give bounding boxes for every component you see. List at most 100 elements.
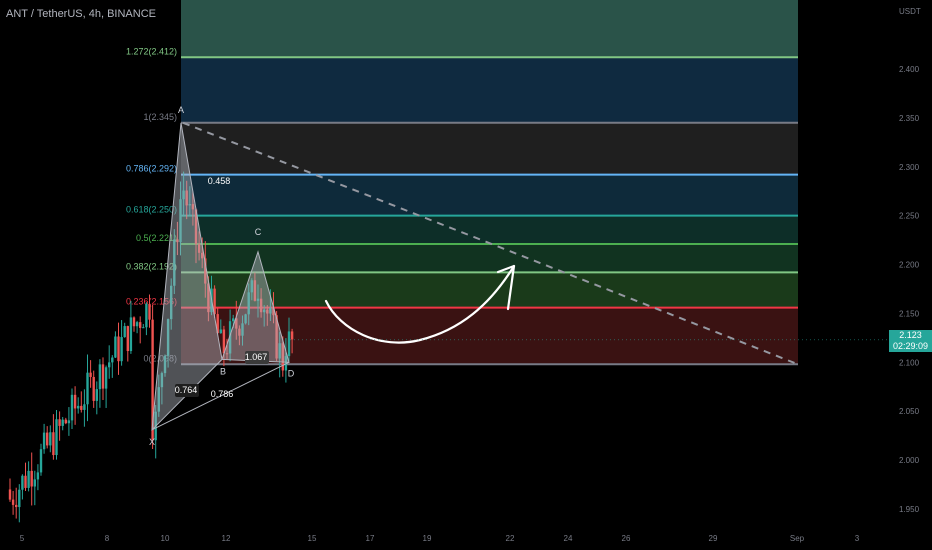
candle-body	[284, 356, 288, 371]
candle-body	[15, 504, 18, 508]
fib-zone	[181, 174, 798, 216]
candle-body	[108, 362, 111, 368]
fib-zone	[181, 272, 798, 308]
fib-zone	[181, 0, 798, 58]
candle-body	[278, 343, 281, 359]
candle-body	[235, 318, 238, 329]
time-tick-label: 10	[161, 534, 170, 543]
time-axis-bg	[0, 526, 887, 550]
fib-level-label: 0.786(2.292)	[126, 164, 177, 174]
fib-level-label: 0(2.098)	[143, 353, 177, 363]
candle-body	[98, 364, 102, 390]
candle-body	[228, 321, 232, 354]
candle-body	[61, 419, 64, 426]
candle-countdown: 02:29:09	[892, 340, 929, 351]
candle-body	[253, 280, 257, 301]
candle-body	[151, 319, 154, 441]
time-tick-label: 3	[855, 534, 860, 543]
pattern-point-label: D	[288, 368, 295, 378]
candle-body	[111, 357, 114, 363]
fib-level-label: 1.272(2.412)	[126, 46, 177, 56]
candle-body	[126, 326, 129, 352]
price-axis-bg	[887, 0, 932, 550]
candle-body	[207, 283, 210, 313]
hand-drawn-arrow-head	[496, 264, 516, 311]
candle-body	[101, 364, 105, 389]
candle-body	[191, 204, 195, 210]
candle-body	[27, 470, 30, 488]
candle-body	[46, 432, 49, 446]
candle-body	[281, 343, 284, 371]
candle-body	[67, 420, 71, 424]
candle-body	[36, 472, 40, 480]
candle-body	[201, 252, 204, 259]
candle-body	[39, 449, 43, 473]
trend-line-dashed	[182, 121, 799, 366]
candle-body	[213, 288, 216, 315]
time-tick-label: 24	[564, 534, 573, 543]
candle-body	[188, 204, 191, 206]
candle-body	[272, 307, 275, 316]
price-tick-label: 2.050	[899, 407, 920, 416]
candle-body	[55, 419, 58, 456]
candle-body	[77, 405, 80, 409]
candle-body	[117, 336, 120, 362]
hand-drawn-arrow	[324, 264, 516, 344]
candle-body	[232, 318, 235, 322]
pattern-ratio-label: 0.458	[208, 176, 231, 186]
time-tick-label: 17	[366, 534, 375, 543]
fib-level-label: 0.618(2.250)	[126, 205, 177, 215]
candle-body	[142, 327, 145, 329]
candle-body	[132, 317, 136, 327]
candle-body	[64, 419, 67, 424]
candle-body	[24, 475, 27, 488]
fib-zone	[181, 244, 798, 273]
candle-body	[80, 405, 83, 410]
fib-level-label: 0.382(2.192)	[126, 261, 177, 271]
candle-body	[30, 470, 33, 487]
pattern-point-label: C	[255, 227, 262, 237]
price-tick-label: 2.200	[899, 261, 920, 270]
time-tick-label: 5	[20, 534, 25, 543]
candle-body	[145, 303, 148, 328]
candle-body	[135, 322, 139, 327]
candle-body	[185, 190, 188, 206]
candle-body	[275, 315, 278, 359]
time-tick-label: 15	[308, 534, 317, 543]
price-tick-label: 2.350	[899, 114, 920, 123]
candle-body	[263, 309, 266, 313]
fib-zone	[181, 122, 798, 175]
candle-body	[8, 489, 12, 500]
ratio-label-bg	[175, 384, 199, 397]
price-tick-label: 2.250	[899, 212, 920, 221]
candle-body	[160, 373, 164, 388]
candle-body	[204, 258, 207, 284]
fib-zone	[181, 57, 798, 123]
candle-body	[250, 280, 253, 293]
candle-body	[18, 489, 21, 508]
candle-body	[259, 298, 263, 313]
candle-body	[58, 419, 61, 426]
candle-body	[83, 404, 86, 410]
candle-body	[170, 285, 173, 320]
candle-body	[179, 199, 182, 243]
time-tick-label: 8	[105, 534, 110, 543]
candle-body	[73, 394, 77, 409]
candle-body	[266, 309, 269, 314]
candle-body	[92, 376, 95, 401]
candle-body	[49, 432, 52, 446]
candle-body	[33, 479, 36, 487]
pattern-point-label: X	[149, 437, 155, 447]
candle-body	[114, 336, 117, 358]
candle-body	[70, 394, 74, 421]
candle-body	[256, 298, 260, 301]
pattern-ratio-label: 0.764	[175, 385, 198, 395]
candle-body	[166, 319, 170, 356]
candle-body	[287, 331, 291, 357]
time-tick-label: 19	[423, 534, 432, 543]
fib-zone	[181, 215, 798, 245]
last-price: 2.123	[899, 329, 922, 340]
candle-body	[95, 389, 98, 401]
candle-body	[129, 317, 133, 352]
